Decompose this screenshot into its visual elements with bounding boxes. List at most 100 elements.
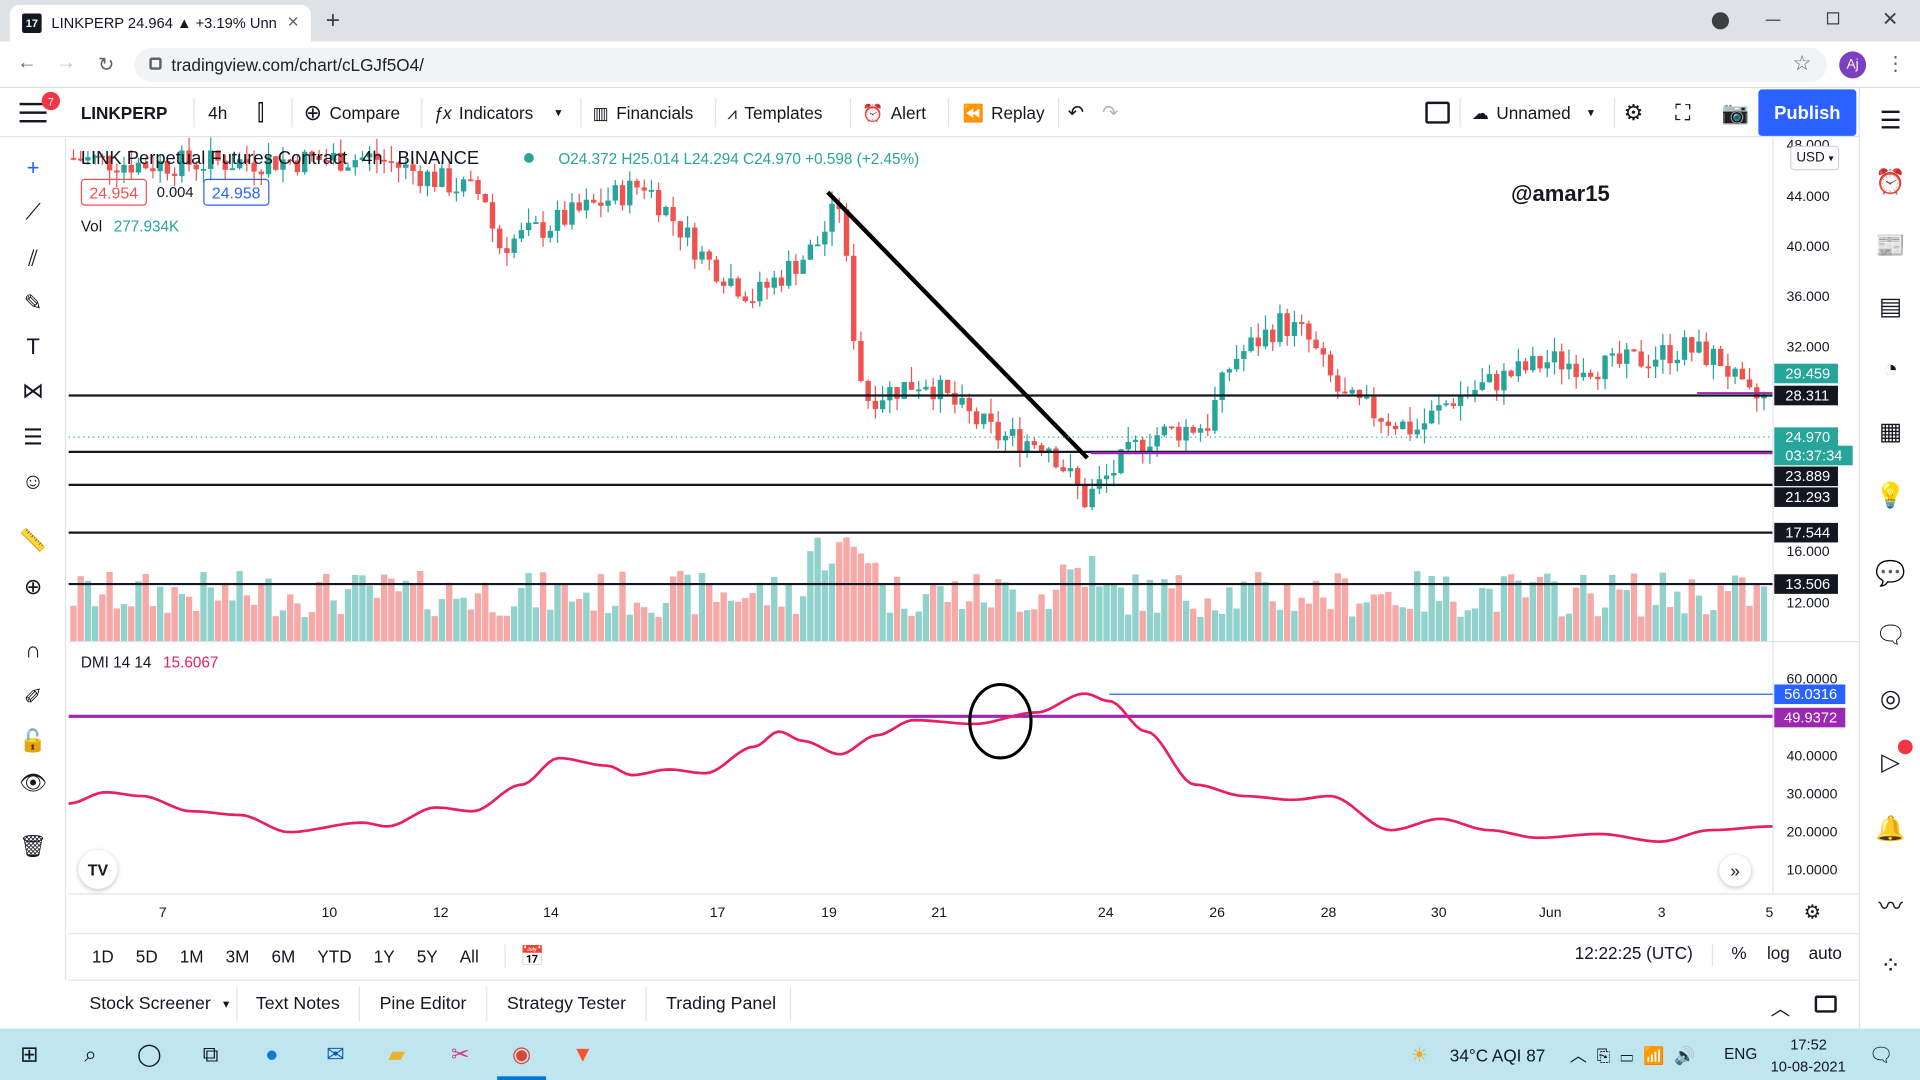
chats-icon[interactable]: 💬 — [1875, 560, 1906, 588]
eye-icon[interactable]: 👁 — [19, 769, 48, 795]
profile-avatar[interactable]: Aj — [1839, 51, 1867, 79]
windows-start-icon[interactable]: ⊞ — [20, 1041, 39, 1066]
prediction-tool-icon[interactable]: ☰ — [23, 424, 43, 449]
url-input[interactable]: tradingview.com/chart/cLGJf5O4/ — [134, 47, 1827, 83]
action-center-icon[interactable]: 🗨 — [1868, 1045, 1894, 1067]
weather-text[interactable]: 34°C AQI 87 — [1449, 1045, 1546, 1066]
more-dots-icon[interactable]: ⁘ — [1880, 952, 1901, 979]
tray-icons[interactable]: ︿⎘▭📶🔊 — [1569, 1045, 1706, 1066]
log-toggle[interactable]: log — [1766, 942, 1790, 963]
currency-button[interactable]: USD ▾ — [1790, 145, 1840, 171]
taskbar-time[interactable]: 17:52 — [1790, 1035, 1827, 1054]
weather-icon[interactable]: ☀ — [1410, 1045, 1429, 1067]
range-button-5y[interactable]: 5Y — [416, 945, 438, 966]
range-button-all[interactable]: All — [459, 945, 479, 966]
streams-icon[interactable]: ▷ — [1881, 748, 1901, 776]
browser-menu-icon[interactable]: ⋮ — [1885, 53, 1906, 75]
volume-legend[interactable]: Vol 277.934K — [81, 218, 179, 235]
taskbar-search-icon[interactable]: ⌕ — [84, 1041, 97, 1066]
alerts-clock-icon[interactable]: ⏰ — [1875, 168, 1906, 196]
tab-stock-screener[interactable]: Stock Screener ▾ — [89, 980, 229, 1029]
undo-icon[interactable]: ↶ — [1067, 102, 1085, 124]
pattern-tool-icon[interactable]: ⋈ — [22, 377, 45, 403]
layout-name-button[interactable]: ☁ Unnamed ▾ — [1472, 88, 1594, 137]
file-explorer-icon[interactable]: ▰ — [388, 1041, 406, 1066]
brave-icon[interactable]: ▼ — [571, 1041, 594, 1066]
trash-icon[interactable]: 🗑 — [19, 833, 48, 858]
layout-select-icon[interactable] — [1425, 101, 1450, 124]
watchlist-icon[interactable]: ☰ — [1879, 107, 1902, 135]
price-axis[interactable]: 48.00044.00040.00036.00032.00016.00012.0… — [1787, 137, 1838, 877]
symbol-search[interactable]: LINKPERP — [81, 88, 168, 137]
financials-button[interactable]: ▥ Financials — [593, 88, 694, 137]
lock-icon[interactable] — [149, 57, 162, 70]
range-button-1y[interactable]: 1Y — [373, 945, 395, 966]
snipping-tool-icon[interactable]: ✂ — [451, 1041, 470, 1066]
notifications-bell-icon[interactable]: 🔔 — [1875, 814, 1906, 842]
tradingview-logo[interactable]: TV — [78, 849, 118, 889]
mail-icon[interactable]: ✉ — [326, 1041, 345, 1066]
range-button-1d[interactable]: 1D — [91, 945, 114, 966]
utc-clock[interactable]: 12:22:25 (UTC) — [1574, 942, 1693, 963]
chart-canvas[interactable]: 48.00044.00040.00036.00032.00016.00012.0… — [68, 137, 1859, 933]
trading-icon[interactable]: 〰 — [1878, 893, 1903, 921]
browser-tab[interactable]: 17 LINKPERP 24.964 ▲ +3.19% Unn × — [9, 4, 312, 42]
maximize-panel-icon[interactable] — [1814, 995, 1837, 1013]
close-window-icon[interactable]: ✕ — [1882, 9, 1899, 31]
news-icon[interactable]: 📰 — [1875, 232, 1906, 259]
range-button-1m[interactable]: 1M — [179, 945, 204, 966]
tab-text-notes[interactable]: Text Notes — [256, 980, 340, 1029]
trend-line-icon[interactable]: ⟋ — [25, 198, 41, 224]
dmi-legend[interactable]: DMI 14 14 15.6067 — [81, 654, 219, 671]
magnet-icon[interactable]: ∩ — [25, 637, 41, 662]
auto-toggle[interactable]: auto — [1808, 942, 1842, 963]
calendar-icon[interactable]: ▦ — [1879, 418, 1903, 446]
camera-icon[interactable]: 📷 — [1721, 99, 1750, 125]
minimize-icon[interactable] — [1765, 19, 1781, 21]
new-tab-button[interactable]: + — [325, 7, 341, 35]
bid-price-button[interactable]: 24.954 — [80, 178, 147, 206]
candle-style-icon[interactable]: ⫿ — [257, 99, 265, 125]
ask-price-button[interactable]: 24.958 — [203, 178, 270, 206]
symbol-legend-title[interactable]: LINK Perpetual Futures Contract 4h BINAN… — [81, 148, 479, 169]
data-window-icon[interactable]: ▤ — [1879, 293, 1903, 321]
fullscreen-icon[interactable]: ⛶ — [1675, 99, 1691, 125]
zoom-in-icon[interactable]: ⊕ — [23, 573, 43, 599]
ruler-icon[interactable]: 📏 — [19, 527, 47, 552]
task-view-icon[interactable]: ⧉ — [202, 1041, 219, 1066]
date-range-icon[interactable]: 📅 — [520, 945, 545, 967]
text-tool-icon[interactable]: T — [26, 333, 40, 359]
settings-gear-icon[interactable]: ⚙ — [1623, 99, 1644, 125]
cortana-icon[interactable]: ◯ — [137, 1041, 162, 1066]
replay-button[interactable]: ⏪ Replay — [962, 88, 1044, 137]
ideas-bulb-icon[interactable]: 💡 — [1875, 481, 1906, 509]
forward-icon[interactable]: → — [56, 52, 76, 74]
tab-close-icon[interactable]: × — [287, 12, 299, 34]
language-indicator[interactable]: ENG — [1724, 1045, 1758, 1063]
tab-search-icon[interactable] — [1711, 12, 1729, 30]
redo-icon[interactable]: ↷ — [1102, 102, 1119, 124]
idea-stream-icon[interactable]: ◎ — [1879, 685, 1902, 713]
hamburger-menu-icon[interactable] — [19, 102, 47, 123]
reload-icon[interactable]: ↻ — [97, 55, 115, 76]
unlock-icon[interactable]: 🔓 — [19, 727, 47, 753]
time-axis[interactable]: 7 10 12 14 17 19 21 24 26 28 30 Jun 3 5 — [159, 904, 1774, 920]
collapse-panel-icon[interactable]: ︿ — [1770, 999, 1791, 1021]
tab-trading-panel[interactable]: Trading Panel — [666, 980, 776, 1029]
alert-button[interactable]: ⏰ Alert — [862, 88, 926, 137]
percent-toggle[interactable]: % — [1731, 942, 1747, 963]
taskbar-date[interactable]: 10-08-2021 — [1770, 1057, 1846, 1076]
publish-button[interactable]: Publish — [1758, 89, 1857, 136]
axis-settings-gear-icon[interactable]: ⚙ — [1803, 902, 1822, 924]
horizontal-levels[interactable] — [68, 394, 1774, 586]
hotlist-icon[interactable]: ◔ — [1883, 355, 1899, 383]
tab-strategy-tester[interactable]: Strategy Tester — [507, 980, 626, 1029]
back-icon[interactable]: ← — [17, 52, 37, 74]
range-button-6m[interactable]: 6M — [271, 945, 296, 966]
highlight-circle-drawing[interactable] — [968, 682, 1033, 760]
messages-icon[interactable]: 🗨 — [1875, 621, 1907, 649]
brush-icon[interactable]: ✎ — [23, 289, 43, 315]
fib-tool-icon[interactable]: ⫽ — [28, 245, 38, 271]
bookmark-star-icon[interactable]: ☆ — [1792, 51, 1812, 75]
emoji-icon[interactable]: ☺ — [21, 468, 45, 493]
